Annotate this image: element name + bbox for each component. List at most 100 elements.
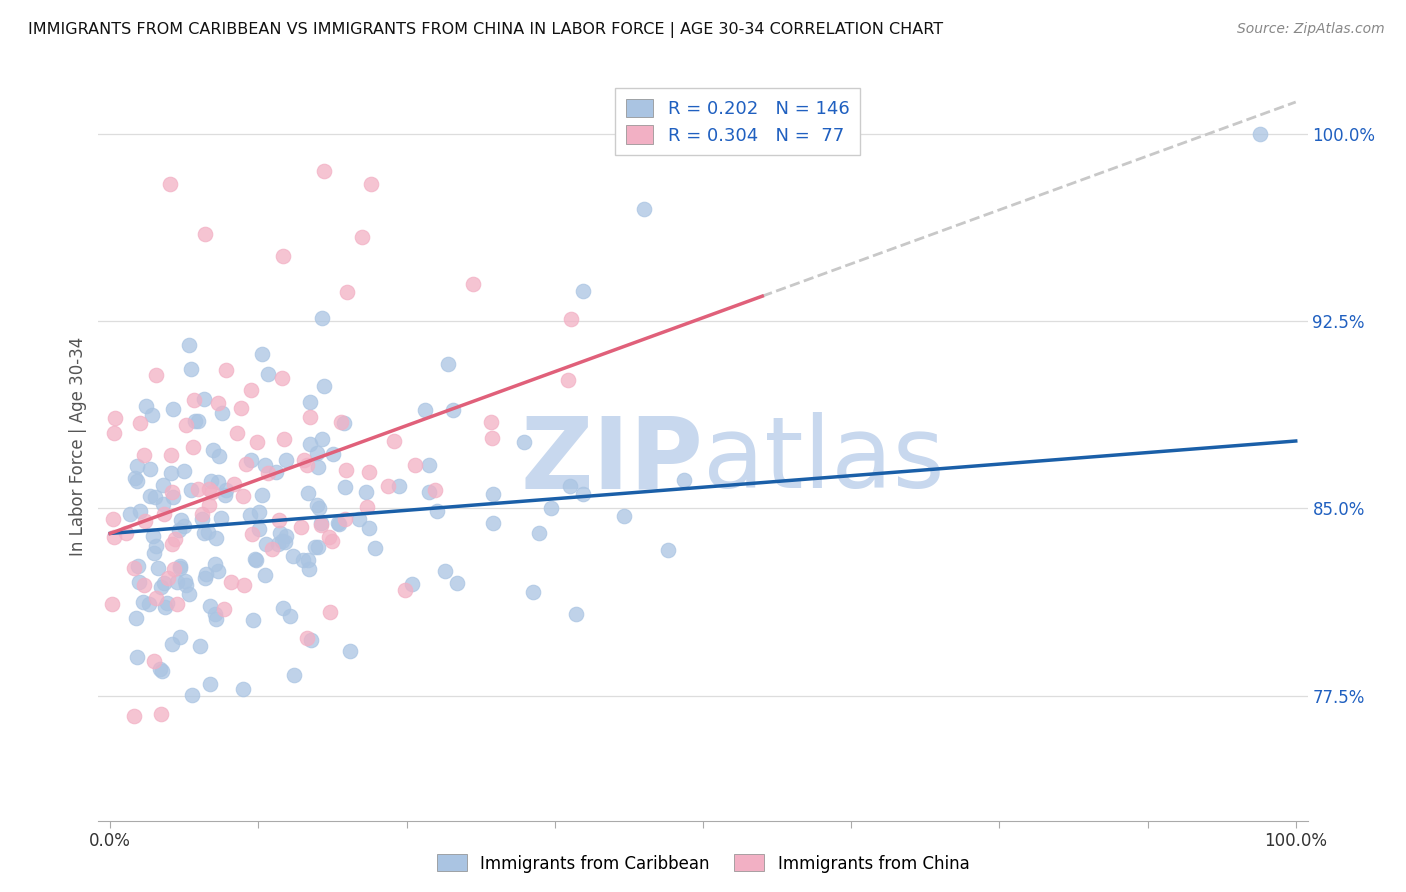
Point: [127, 559, 149, 574]
Point: [482, 516, 505, 530]
Point: [274, 452, 297, 467]
Point: [572, 486, 595, 500]
Point: [143, 546, 166, 560]
Point: [657, 543, 679, 558]
Point: [149, 662, 172, 676]
Point: [160, 537, 183, 551]
Point: [311, 432, 333, 446]
Point: [834, 132, 856, 146]
Point: [226, 426, 249, 441]
Point: [163, 562, 186, 576]
Point: [152, 478, 174, 492]
Point: [239, 452, 262, 467]
Point: [115, 526, 138, 541]
Text: Source: ZipAtlas.com: Source: ZipAtlas.com: [1237, 22, 1385, 37]
Point: [356, 500, 378, 514]
Point: [672, 473, 695, 487]
Text: IMMIGRANTS FROM CARIBBEAN VS IMMIGRANTS FROM CHINA IN LABOR FORCE | AGE 30-34 CO: IMMIGRANTS FROM CARIBBEAN VS IMMIGRANTS …: [28, 22, 943, 38]
Point: [266, 465, 288, 479]
Point: [162, 490, 184, 504]
Point: [209, 511, 232, 525]
Point: [104, 411, 127, 425]
Point: [191, 512, 214, 526]
Point: [208, 449, 231, 463]
Point: [193, 392, 215, 407]
Point: [122, 709, 145, 723]
Point: [267, 513, 290, 527]
Point: [297, 486, 319, 500]
Point: [441, 403, 464, 417]
Point: [174, 578, 197, 592]
Point: [240, 526, 263, 541]
Point: [145, 368, 167, 383]
Point: [479, 415, 502, 429]
Point: [232, 489, 254, 503]
Point: [180, 688, 202, 702]
Point: [160, 637, 183, 651]
Point: [347, 511, 370, 525]
Point: [155, 600, 177, 615]
Point: [254, 568, 277, 582]
Point: [132, 448, 155, 462]
Point: [522, 585, 544, 599]
Point: [160, 484, 183, 499]
Point: [336, 285, 359, 299]
Point: [271, 249, 294, 263]
Point: [180, 483, 202, 498]
Point: [335, 463, 357, 477]
Point: [309, 518, 332, 533]
Point: [245, 553, 267, 567]
Point: [205, 612, 228, 626]
Point: [194, 571, 217, 585]
Point: [163, 533, 186, 547]
Point: [335, 511, 357, 525]
Point: [152, 576, 174, 591]
Point: [177, 338, 200, 352]
Point: [307, 540, 329, 554]
Point: [329, 415, 352, 429]
Point: [326, 516, 349, 530]
Point: [207, 475, 229, 490]
Point: [215, 363, 238, 377]
Point: [312, 164, 335, 178]
Point: [229, 401, 252, 415]
Point: [434, 565, 457, 579]
Point: [135, 400, 157, 414]
Point: [101, 511, 124, 525]
Point: [143, 654, 166, 668]
Point: [360, 177, 382, 191]
Point: [418, 485, 440, 500]
Point: [103, 530, 125, 544]
Point: [138, 597, 160, 611]
Point: [513, 434, 536, 449]
Point: [388, 478, 411, 492]
Point: [322, 447, 344, 461]
Point: [211, 406, 233, 420]
Point: [321, 534, 343, 549]
Point: [278, 609, 301, 624]
Text: ZIP: ZIP: [520, 412, 703, 509]
Point: [560, 312, 582, 326]
Point: [166, 597, 188, 611]
Point: [179, 587, 201, 601]
Point: [394, 583, 416, 598]
Point: [558, 479, 581, 493]
Point: [481, 431, 503, 445]
Point: [256, 466, 278, 480]
Point: [173, 519, 195, 533]
Point: [166, 575, 188, 590]
Point: [198, 498, 221, 512]
Point: [169, 630, 191, 644]
Point: [120, 508, 142, 522]
Point: [125, 474, 148, 488]
Point: [180, 361, 202, 376]
Point: [252, 488, 274, 502]
Point: [242, 613, 264, 627]
Point: [235, 458, 257, 472]
Point: [232, 682, 254, 697]
Point: [129, 504, 152, 518]
Point: [134, 514, 156, 528]
Point: [564, 607, 586, 621]
Point: [359, 521, 381, 535]
Point: [145, 591, 167, 605]
